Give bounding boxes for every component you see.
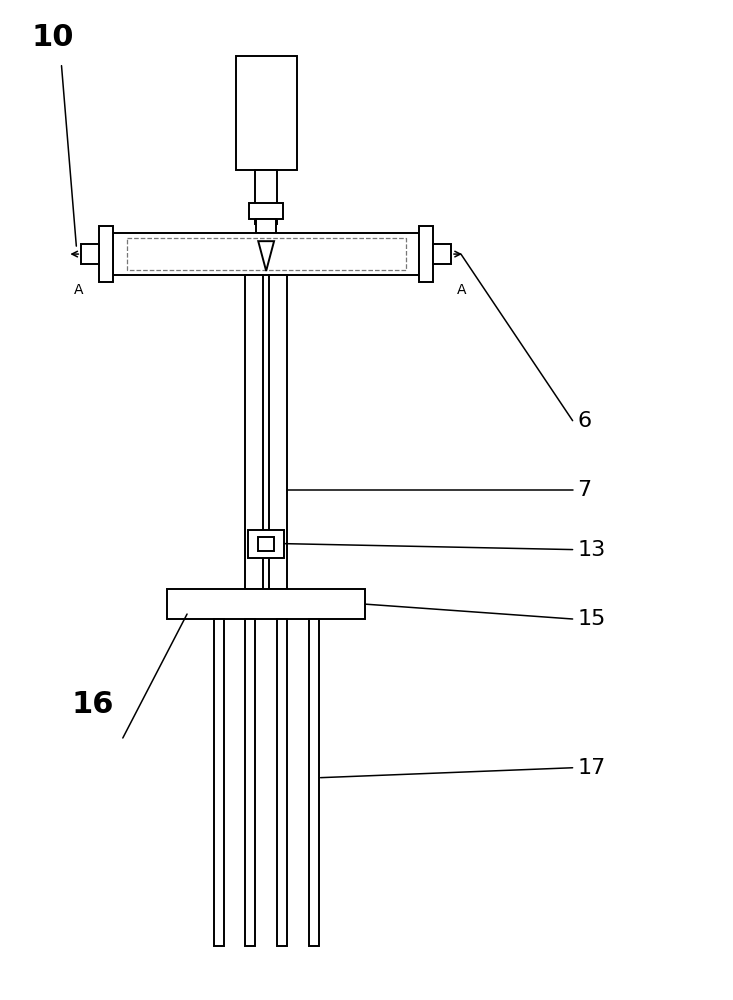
Bar (257, 219, 276, 233)
Bar (167, 589, 365, 619)
Bar (309, 619, 319, 946)
Text: A: A (457, 283, 466, 297)
Polygon shape (258, 241, 274, 271)
Text: 15: 15 (578, 609, 606, 629)
Bar (419, 226, 433, 282)
Bar (269, 275, 287, 589)
Text: 17: 17 (578, 758, 605, 778)
Text: 13: 13 (578, 540, 605, 560)
Bar (113, 233, 419, 275)
Bar (255, 170, 277, 224)
Text: 16: 16 (71, 690, 114, 719)
Text: 7: 7 (578, 480, 592, 500)
Bar (214, 619, 224, 946)
Bar (99, 226, 113, 282)
Bar (81, 244, 99, 264)
Bar (235, 56, 297, 170)
Bar (277, 619, 287, 946)
Bar (258, 537, 274, 551)
Bar (249, 203, 283, 219)
Bar (246, 275, 263, 589)
Bar (248, 530, 284, 558)
Bar (127, 238, 405, 270)
Bar (433, 244, 451, 264)
Text: A: A (73, 283, 83, 297)
Bar (246, 619, 255, 946)
Text: 10: 10 (32, 23, 74, 52)
Text: 6: 6 (578, 411, 592, 431)
